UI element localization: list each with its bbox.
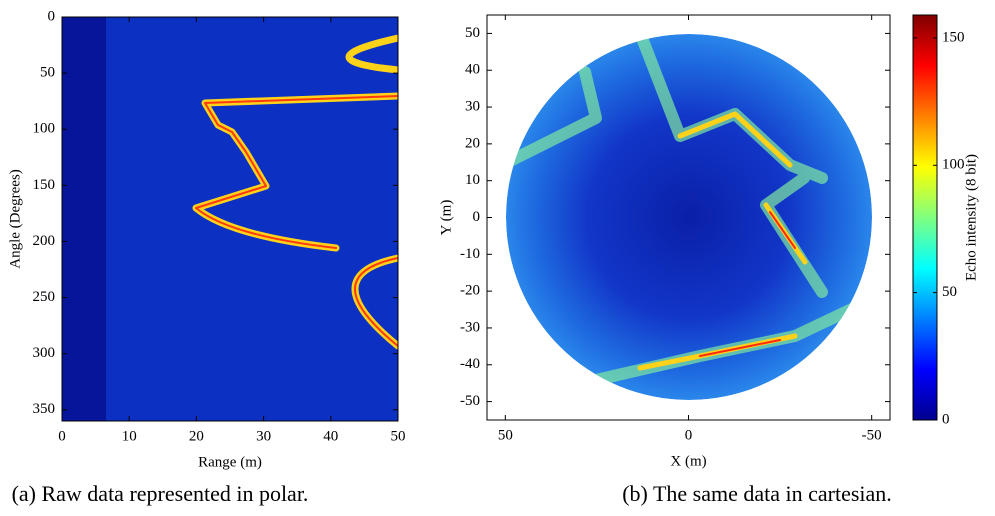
y-tick-label: -30 [460,319,480,335]
x-tick-label: 50 [391,428,406,444]
y-tick-label: -10 [460,246,480,262]
y-tick-label: -40 [460,356,480,372]
y-tick-label: 100 [33,121,56,137]
y-tick-label: 0 [473,209,481,225]
colorbar-tick-label: 100 [942,157,965,173]
x-tick-label: 10 [122,428,137,444]
y-tick-label: 50 [465,25,480,41]
colorbar-frame [912,14,938,421]
y-tick-label: 10 [465,172,480,188]
x-tick-label: 40 [323,428,338,444]
y-tick-label: 200 [33,233,56,249]
y-tick-label: 300 [33,345,56,361]
colorbar-tick-label: 0 [942,411,950,427]
x-tick-label: 30 [256,428,271,444]
axes-frame [61,16,399,422]
caption: (b) The same data in cartesian. [622,481,892,506]
y-axis-label: Angle (Degrees) [7,169,23,269]
y-tick-label: 40 [465,62,480,78]
y-tick-label: 350 [33,401,56,417]
y-tick-label: 0 [48,8,56,24]
colorbar-tick-label: 50 [942,284,957,300]
x-axis-label: X (m) [670,453,706,469]
x-axis-label: Range (m) [198,454,262,470]
y-tick-label: 250 [33,289,56,305]
caption: (a) Raw data represented in polar. [12,481,309,506]
x-tick-label: 0 [685,427,693,443]
y-axis-label: Y (m) [438,200,454,236]
y-tick-label: 150 [33,177,56,193]
y-tick-label: -20 [460,283,480,299]
colorbar-label: Echo intensity (8 bit) [963,154,979,281]
y-tick-label: 30 [465,98,480,114]
colorbar [913,15,937,420]
x-tick-label: 0 [58,428,66,444]
y-tick-label: -50 [460,393,480,409]
x-tick-label: 20 [189,428,204,444]
y-tick-label: 50 [40,65,55,81]
x-tick-label: 50 [498,427,513,443]
x-tick-label: -50 [862,427,882,443]
polar-image [62,17,398,421]
colorbar-tick-label: 150 [942,29,965,45]
cartesian-image [506,34,872,400]
y-tick-label: 20 [465,135,480,151]
